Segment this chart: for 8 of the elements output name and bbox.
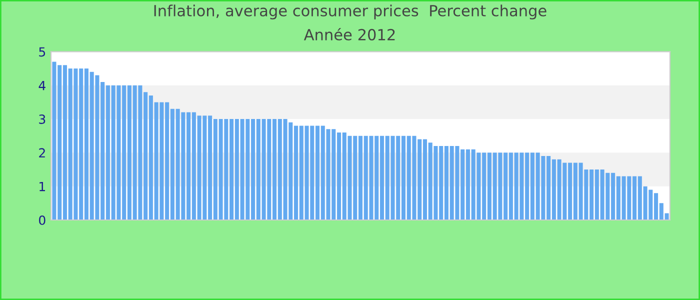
y-tick-label: 0 — [39, 215, 46, 225]
y-tick-label: 5 — [39, 47, 46, 57]
y-tick-label: 4 — [38, 80, 46, 90]
y-tick-label: 1 — [40, 182, 45, 192]
chart-title: Inflation, average consumer prices Percent change — [154, 4, 546, 20]
y-tick-label: 2 — [39, 148, 45, 158]
y-tick-label: 3 — [39, 114, 46, 124]
chart-subtitle: Année 2012 — [304, 28, 395, 40]
